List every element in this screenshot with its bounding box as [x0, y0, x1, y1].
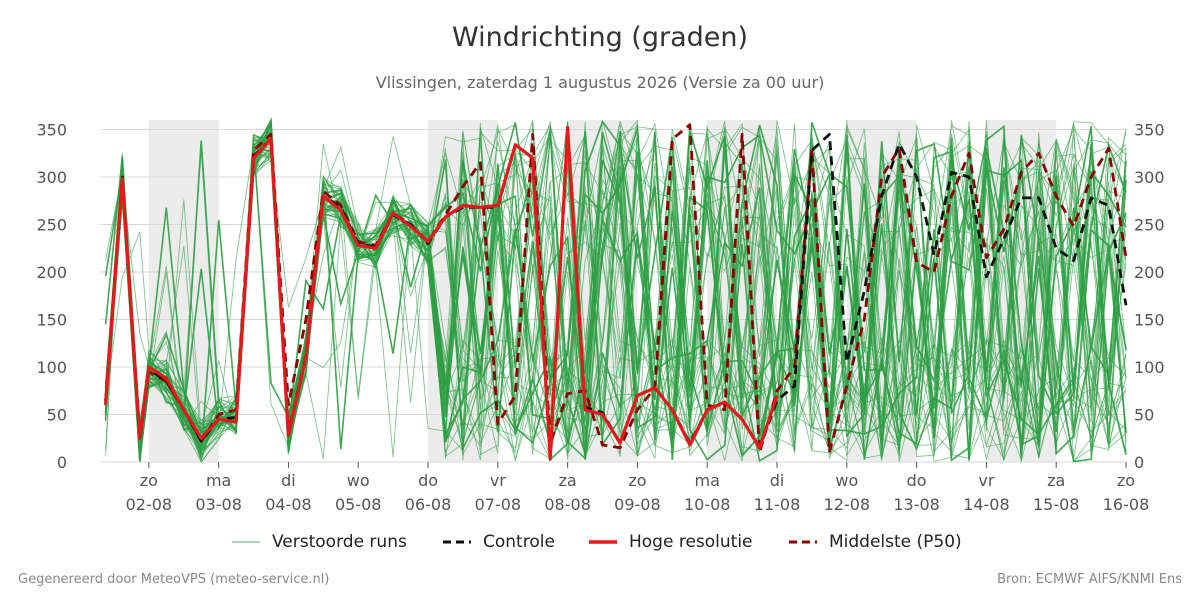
x-tick-day: vr: [978, 471, 994, 490]
legend-item-control: Controle: [443, 528, 555, 556]
ensemble-member-line: [105, 121, 1127, 455]
ensemble-member-line: [105, 132, 1127, 456]
y-tick-label: 50: [1134, 406, 1154, 425]
x-tick-date: 08-08: [544, 495, 591, 514]
y-tick-label: 250: [36, 216, 67, 235]
x-tick-day: ma: [206, 471, 231, 490]
series-line-hires: [104, 125, 779, 461]
x-tick-date: 10-08: [684, 495, 731, 514]
y-tick-label: 100: [36, 358, 67, 377]
ensemble-member-line: [105, 118, 1127, 459]
y-tick-label: 150: [1134, 311, 1165, 330]
x-tick-day: vr: [490, 471, 506, 490]
y-tick-label: 350: [1134, 121, 1165, 140]
x-tick-date: 05-08: [335, 495, 382, 514]
y-tick-label: 100: [1134, 358, 1165, 377]
x-tick-date: 14-08: [963, 495, 1010, 514]
y-tick-label: 150: [36, 311, 67, 330]
x-tick-date: 12-08: [824, 495, 871, 514]
main-series: [104, 123, 1128, 461]
ensemble-member-line: [105, 123, 1127, 460]
x-tick-day: zo: [628, 471, 646, 490]
legend-hires-swatch: [589, 540, 617, 544]
y-axis-right: 0 50 100 150 200 250 300 350: [1134, 121, 1165, 473]
y-tick-label: 300: [36, 168, 67, 187]
chart-legend: Verstoorde runs Controle Hoge resolutie …: [0, 528, 1200, 556]
x-tick-day: ma: [695, 471, 720, 490]
y-tick-label: 200: [1134, 263, 1165, 282]
y-tick-label: 350: [36, 121, 67, 140]
legend-item-ensemble: Verstoorde runs: [232, 528, 407, 556]
legend-median-swatch: [789, 540, 817, 544]
x-tick-date: 07-08: [475, 495, 522, 514]
y-axis-left: 0 50 100 150 200 250 300 350: [36, 121, 67, 473]
legend-control-swatch: [443, 540, 471, 544]
y-tick-label: 300: [1134, 168, 1165, 187]
series-line-median: [104, 123, 1128, 454]
y-tick-label: 200: [36, 263, 67, 282]
y-tick-label: 250: [1134, 216, 1165, 235]
ensemble-member-line: [105, 120, 1127, 463]
legend-label-median: Middelste (P50): [829, 532, 962, 552]
x-tick-day: do: [418, 471, 438, 490]
ensemble-member-line: [104, 130, 1127, 461]
legend-label-control: Controle: [483, 532, 555, 552]
x-tick-day: zo: [140, 471, 158, 490]
x-tick-date: 03-08: [195, 495, 242, 514]
x-tick-date: 02-08: [126, 495, 173, 514]
chart-title: Windrichting (graden): [451, 22, 749, 53]
legend-label-hires: Hoge resolutie: [629, 532, 753, 552]
x-tick-day: wo: [347, 471, 370, 490]
x-tick-date: 09-08: [614, 495, 661, 514]
wind-direction-chart: 0 50 100 150 200 250 300 350 0 50 100 150 200 250 300…: [36, 117, 1165, 514]
x-tick-day: di: [281, 471, 296, 490]
chart-subtitle: Vlissingen, zaterdag 1 augustus 2026 (Ve…: [375, 73, 825, 92]
x-tick-date: 11-08: [754, 495, 801, 514]
y-tick-label: 50: [47, 406, 67, 425]
x-tick-day: di: [770, 471, 785, 490]
x-tick-date: 04-08: [265, 495, 312, 514]
y-tick-label: 0: [57, 453, 67, 472]
ensemble-member-line: [105, 120, 1127, 463]
x-tick-date: 16-08: [1103, 495, 1150, 514]
ensemble-member-line: [105, 138, 1127, 460]
y-tick-label: 0: [1134, 453, 1144, 472]
footer-generator: Gegenereerd door MeteoVPS (meteo-service…: [18, 572, 330, 587]
legend-item-hires: Hoge resolutie: [589, 528, 753, 556]
footer-source: Bron: ECMWF AIFS/KNMI Ens: [997, 572, 1182, 587]
x-tick-day: zo: [1117, 471, 1135, 490]
x-axis: zo 02-08 ma 03-08 di 04-08 wo 05-08 do 06-08 vr 07-…: [126, 462, 1150, 514]
legend-label-ensemble: Verstoorde runs: [272, 532, 407, 552]
legend-item-median: Middelste (P50): [789, 528, 962, 556]
ensemble-member-line: [104, 123, 1127, 463]
x-tick-date: 06-08: [405, 495, 452, 514]
x-tick-day: do: [907, 471, 927, 490]
legend-ensemble-swatch: [232, 541, 260, 543]
x-tick-date: 13-08: [893, 495, 940, 514]
x-tick-date: 15-08: [1033, 495, 1080, 514]
x-tick-day: za: [1047, 471, 1065, 490]
x-tick-day: za: [559, 471, 577, 490]
x-tick-day: wo: [835, 471, 858, 490]
